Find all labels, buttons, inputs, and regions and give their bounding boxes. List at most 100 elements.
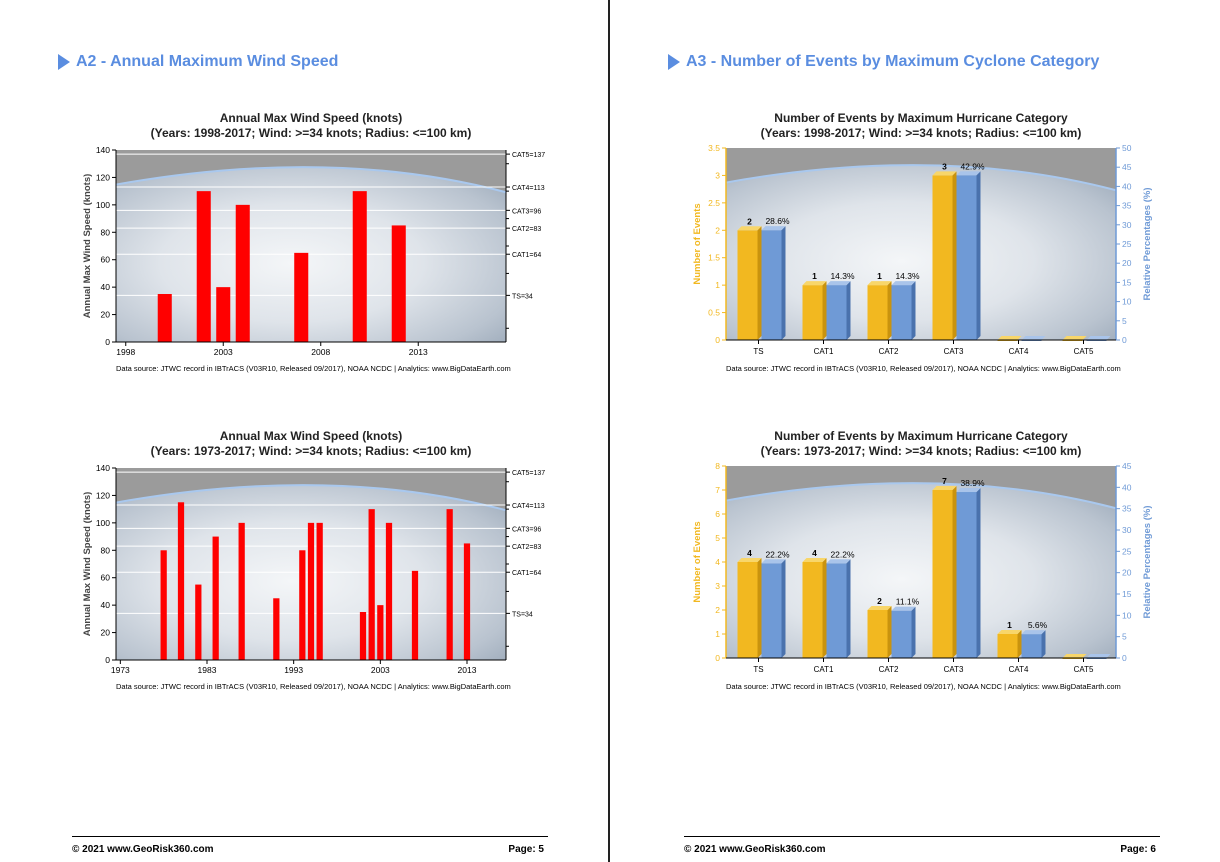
y2-tick-label: 0 <box>1122 335 1127 345</box>
bar-events <box>997 634 1018 658</box>
y-tick-label: 1 <box>715 280 720 290</box>
y-axis-label: Annual Max Wind Speed (knots) <box>82 492 93 637</box>
y2-tick-label: 20 <box>1122 258 1132 268</box>
threshold-label: TS=34 <box>512 611 533 618</box>
y-tick-label: 2.5 <box>708 198 720 208</box>
x-tick-label: CAT2 <box>879 665 899 674</box>
section-heading-text: A2 - Annual Maximum Wind Speed <box>76 53 339 70</box>
y2-tick-label: 25 <box>1122 239 1132 249</box>
x-tick-label: CAT3 <box>944 347 964 356</box>
data-label-percentage: 42.9% <box>960 161 985 171</box>
y-tick-label: 0 <box>715 335 720 345</box>
footer-page-number: Page: 6 <box>1120 844 1156 855</box>
section-heading-text: A3 - Number of Events by Maximum Cyclone… <box>686 53 1100 70</box>
y2-tick-label: 30 <box>1122 525 1132 535</box>
y-tick-label: 0 <box>105 337 110 347</box>
chart-title: Number of Events by Maximum Hurricane Ca… <box>774 429 1068 443</box>
data-label-events: 4 <box>812 548 817 558</box>
data-label-percentage: 14.3% <box>830 271 855 281</box>
y2-tick-label: 20 <box>1122 568 1132 578</box>
section-heading-a2: A2 - Annual Maximum Wind Speed <box>58 53 338 71</box>
bar-percentage-top <box>891 281 916 286</box>
bar-percentage-top <box>891 606 916 611</box>
y2-tick-label: 25 <box>1122 546 1132 556</box>
bar-percentage <box>1021 634 1042 658</box>
bar <box>368 509 375 660</box>
bar-percentage <box>891 610 912 658</box>
chart-subtitle: (Years: 1998-2017; Wind: >=34 knots; Rad… <box>150 126 472 140</box>
y-tick-label: 0 <box>715 653 720 663</box>
chart-title: Annual Max Wind Speed (knots) <box>219 111 403 125</box>
bar-events-top <box>1062 654 1087 658</box>
bar <box>463 543 471 660</box>
data-label-percentage: 14.3% <box>895 271 920 281</box>
bar-events-top <box>932 486 957 490</box>
wind-speed-chart-1973-2017: TS=34 CAT1=64 CAT2=83 CAT3=96 CAT4=113 CAT5=1… <box>82 463 545 675</box>
bar-events-side <box>757 226 762 340</box>
bar-events <box>737 230 758 340</box>
bar-events <box>932 490 953 658</box>
footer: © 2021 www.GeoRisk360.com Page: 5 <box>72 836 548 857</box>
bar <box>352 191 367 342</box>
bar-percentage-top <box>1086 654 1111 658</box>
x-tick-label: CAT1 <box>814 665 834 674</box>
y-tick-label: 3 <box>715 170 720 180</box>
data-label-percentage: 11.1% <box>896 597 920 607</box>
bar-percentage-side <box>976 171 981 340</box>
y2-tick-label: 35 <box>1122 201 1132 211</box>
y-tick-label: 6 <box>715 509 720 519</box>
bar-events-side <box>757 558 762 658</box>
y-tick-label: 140 <box>96 463 110 473</box>
bar-events-top <box>802 281 827 286</box>
data-label-events: 1 <box>812 271 817 281</box>
bar-percentage <box>826 285 847 340</box>
y-tick-label: 5 <box>715 533 720 543</box>
bar <box>195 584 202 660</box>
y-tick-label: 140 <box>96 145 110 155</box>
bar <box>157 294 172 342</box>
bar-percentage <box>956 492 977 658</box>
y-axis-label: Number of Events <box>692 521 703 602</box>
chart-1-title-block: Annual Max Wind Speed (knots) (Years: 19… <box>116 111 506 141</box>
bar-events-top <box>867 281 892 286</box>
y-tick-label: 2 <box>715 605 720 615</box>
bar-percentage-side <box>976 488 981 658</box>
y2-tick-label: 10 <box>1122 297 1132 307</box>
threshold-label: TS=34 <box>512 293 533 300</box>
chart-3-title-block: Number of Events by Maximum Hurricane Ca… <box>726 111 1116 141</box>
x-tick-label: CAT3 <box>944 665 964 674</box>
y2-tick-label: 30 <box>1122 220 1132 230</box>
bar-events-side <box>952 486 957 658</box>
bar-events-side <box>822 558 827 658</box>
triangle-bullet-icon <box>668 54 680 70</box>
bar-percentage-top <box>1021 336 1046 340</box>
bar-percentage <box>891 285 912 340</box>
y-tick-label: 120 <box>96 172 110 182</box>
source-note: Data source: JTWC record in IBTrACS (V03… <box>726 682 1121 691</box>
chart-4-title-block: Number of Events by Maximum Hurricane Ca… <box>726 429 1116 459</box>
x-tick-label: CAT5 <box>1074 665 1094 674</box>
bar-events <box>802 562 823 658</box>
bar-percentage-side <box>781 226 786 340</box>
y-tick-label: 1.5 <box>708 253 720 263</box>
y2-tick-label: 35 <box>1122 504 1132 514</box>
x-tick-label: 2008 <box>311 347 330 357</box>
y-axis-label: Number of Events <box>692 203 703 284</box>
section-heading-a3: A3 - Number of Events by Maximum Cyclone… <box>668 53 1099 71</box>
chart-title: Annual Max Wind Speed (knots) <box>219 429 403 443</box>
threshold-label: CAT3=96 <box>512 208 541 215</box>
footer-copyright: © 2021 www.GeoRisk360.com <box>72 844 214 855</box>
y2-tick-label: 45 <box>1122 461 1132 471</box>
y-axis-label: Annual Max Wind Speed (knots) <box>82 174 93 319</box>
source-note: Data source: JTWC record in IBTrACS (V03… <box>726 364 1121 373</box>
bar-percentage-side <box>911 281 916 340</box>
y-tick-label: 3 <box>715 581 720 591</box>
threshold-label: CAT5=137 <box>512 470 545 477</box>
data-label-events: 3 <box>942 161 947 171</box>
bar <box>196 191 211 342</box>
chart-subtitle: (Years: 1973-2017; Wind: >=34 knots; Rad… <box>150 444 472 458</box>
bar-percentage-top <box>956 488 981 493</box>
bar <box>212 536 219 660</box>
source-note: Data source: JTWC record in IBTrACS (V03… <box>116 682 511 691</box>
